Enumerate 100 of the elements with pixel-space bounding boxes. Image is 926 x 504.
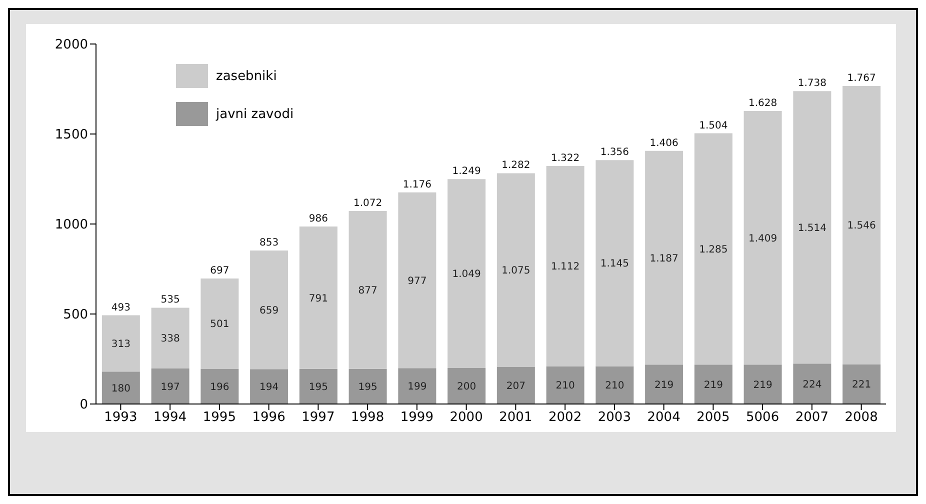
total-label: 493 [111,302,130,314]
data-label: 207 [506,380,526,392]
data-label: 199 [408,382,427,393]
bar [348,211,387,369]
data-label: 219 [654,380,674,391]
bar [348,368,387,404]
data-label: 197 [160,382,180,393]
bar [299,226,338,369]
data-label: 1.514 [798,222,826,234]
bar [744,364,782,404]
y-tick-label: 1000 [54,218,88,233]
data-label: 196 [210,382,230,393]
data-label: 210 [605,380,624,392]
data-label: 659 [260,305,279,316]
bar [250,250,288,370]
x-tick-label: 1993 [104,410,138,426]
bar [448,179,486,368]
y-tick-label: 1500 [54,128,88,143]
bar [842,86,881,364]
data-label: 195 [358,382,378,393]
data-label: 200 [457,382,476,393]
total-label: 1.356 [600,147,629,158]
total-label: 1.072 [353,198,382,210]
data-label: 977 [408,276,427,287]
total-label: 535 [160,294,180,306]
bar [546,166,584,366]
data-label: 180 [111,383,130,394]
data-label: 1.546 [847,220,876,232]
x-tick-label: 1997 [302,410,335,426]
data-label: 1.112 [550,262,580,273]
total-label: 1.767 [847,72,876,84]
total-label: 1.406 [650,138,678,149]
bar [694,133,732,365]
bar [496,366,535,404]
bar [744,110,782,365]
bar [250,369,288,404]
bar [842,364,881,404]
data-label: 1.075 [502,266,530,277]
total-label: 1.282 [502,160,530,172]
x-tick-label: 1995 [202,410,236,426]
x-tick-label: 1998 [351,410,384,426]
data-label: 219 [704,380,723,391]
bar [645,364,684,404]
data-label: 877 [358,286,378,297]
bar [102,372,140,404]
bar [793,364,832,404]
total-label: 1.504 [699,120,728,132]
bar [398,192,436,368]
total-label: 986 [308,214,328,225]
bar [200,368,239,404]
data-label: 1.187 [650,253,678,264]
data-label: 194 [260,382,279,394]
bar [694,364,732,404]
x-tick-label: 2005 [696,410,730,426]
data-label: 221 [852,380,872,391]
total-label: 1.628 [748,98,778,109]
y-tick-label: 500 [63,308,88,323]
total-label: 697 [210,266,230,277]
total-label: 1.176 [402,179,432,190]
bar [398,368,436,404]
data-label: 501 [210,319,230,330]
legend-label: zasebniki [216,68,277,84]
x-tick-label: 2004 [647,410,680,426]
y-tick-label: 2000 [54,38,88,53]
x-tick-label: 2008 [844,410,878,426]
x-tick-label: 2007 [795,410,828,426]
y-tick-label: 0 [80,398,88,413]
x-tick-label: 2003 [598,410,631,426]
bar [793,91,832,364]
bar [496,173,535,367]
bar [596,366,634,404]
bar [546,366,584,404]
bar [645,150,684,365]
data-label: 219 [753,380,772,391]
data-label: 1.285 [699,244,728,256]
x-tick-label: 2001 [499,410,532,426]
data-label: 313 [111,338,130,350]
x-tick-label: 2000 [450,410,483,426]
x-tick-label: 1999 [400,410,434,426]
total-label: 1.738 [798,78,826,90]
total-label: 1.249 [452,166,481,178]
x-tick-label: 5006 [746,410,780,426]
data-label: 1.409 [748,233,778,244]
bar [448,368,486,404]
bar [151,368,190,404]
data-label: 791 [308,293,328,304]
data-label: 1.049 [452,269,481,280]
data-label: 338 [160,334,180,345]
legend-label: javni zavodi [216,106,294,122]
data-label: 224 [802,379,822,390]
bar [102,315,140,372]
bar [299,368,338,404]
bar [151,308,190,369]
total-label: 853 [260,237,279,248]
bar [596,160,634,366]
x-tick-label: 1996 [252,410,286,426]
x-tick-label: 1994 [154,410,187,426]
data-label: 210 [556,380,575,392]
bar [200,278,239,369]
data-label: 1.145 [600,258,629,270]
